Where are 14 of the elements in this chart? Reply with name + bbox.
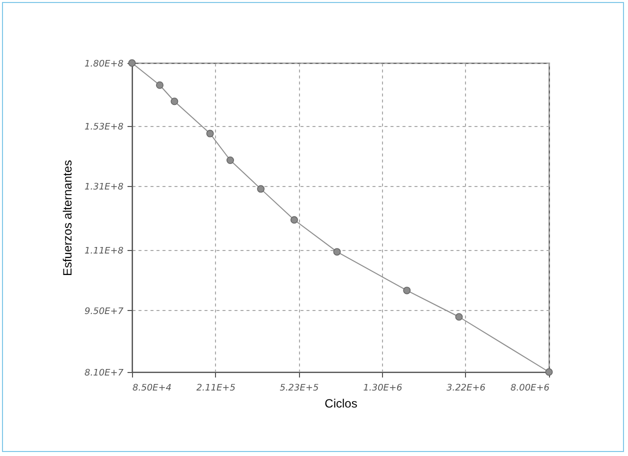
x-tick-label: 3.22E+6 — [446, 384, 486, 394]
x-tick-label: 2.11E+5 — [196, 384, 236, 394]
x-axis-title: Ciclos — [324, 396, 358, 410]
y-tick-label: 1.53E+8 — [84, 122, 124, 132]
y-tick-label: 8.10E+7 — [84, 368, 124, 378]
y-tick-label: 1.80E+8 — [84, 60, 124, 70]
y-tick-label: 1.31E+8 — [84, 182, 124, 192]
x-tick-label: 5.23E+5 — [280, 384, 319, 394]
x-tick-label: 1.30E+6 — [363, 384, 403, 394]
x-tick-label: 8.00E+6 — [510, 384, 550, 394]
y-tick-label: 1.11E+8 — [84, 246, 124, 257]
y-tick-label: 9.50E+7 — [84, 306, 124, 317]
x-tick-label: 8.50E+4 — [132, 384, 172, 394]
y-axis-title: Esfuerzos alternantes — [60, 160, 75, 276]
